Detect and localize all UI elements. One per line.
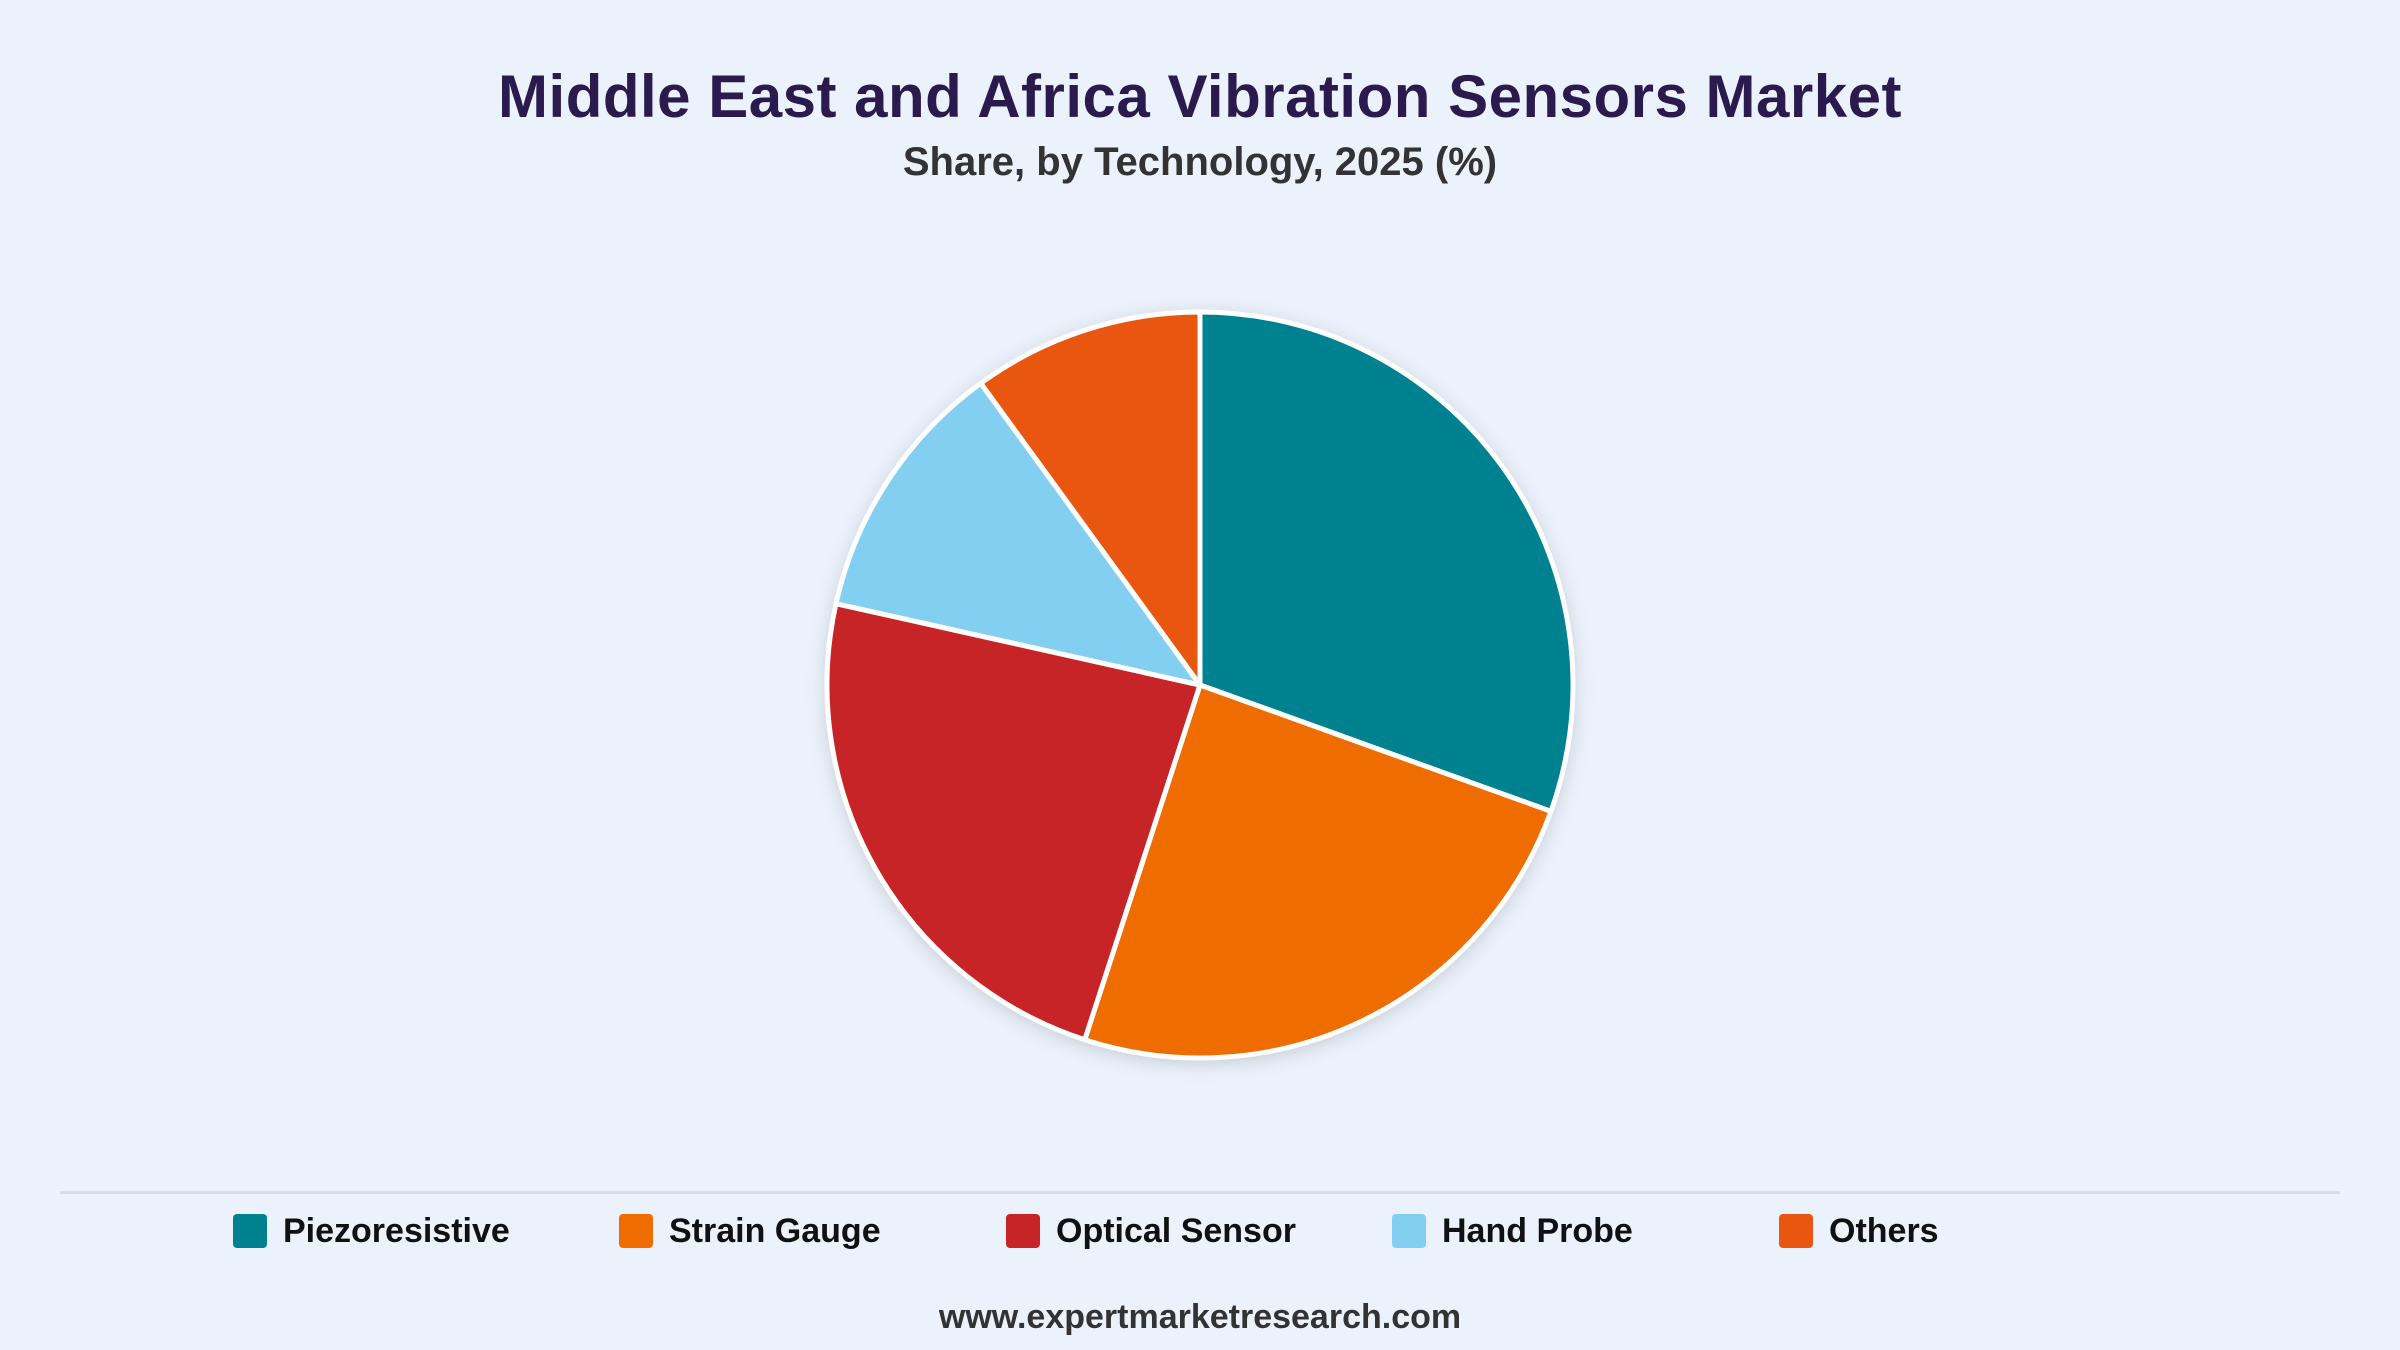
legend-swatch-hand-probe bbox=[1392, 1214, 1426, 1248]
legend-item-others[interactable]: Others bbox=[1779, 1206, 1939, 1256]
legend-swatch-strain-gauge bbox=[619, 1214, 653, 1248]
legend-swatch-optical-sensor bbox=[1006, 1214, 1040, 1248]
legend-swatch-others bbox=[1779, 1214, 1813, 1248]
legend-item-strain-gauge[interactable]: Strain Gauge bbox=[619, 1206, 881, 1256]
chart-subtitle: Share, by Technology, 2025 (%) bbox=[902, 140, 1498, 184]
legend-label: Piezoresistive bbox=[283, 1211, 510, 1250]
legend-divider bbox=[60, 1191, 2340, 1194]
legend-label: Hand Probe bbox=[1442, 1211, 1633, 1250]
chart-title: Middle East and Africa Vibration Sensors… bbox=[498, 63, 1902, 130]
pie-slice-hand-probe[interactable] bbox=[833, 380, 1203, 688]
legend-swatch-piezoresistive bbox=[233, 1214, 267, 1248]
pie-slice-optical-sensor[interactable] bbox=[824, 601, 1203, 1043]
legend-label: Strain Gauge bbox=[669, 1211, 881, 1250]
legend-item-hand-probe[interactable]: Hand Probe bbox=[1392, 1206, 1633, 1256]
legend-item-piezoresistive[interactable]: Piezoresistive bbox=[233, 1206, 510, 1256]
legend: Piezoresistive Strain Gauge Optical Sens… bbox=[0, 1206, 2400, 1256]
pie-slice-piezoresistive[interactable] bbox=[1197, 309, 1576, 814]
pie-chart bbox=[824, 309, 1576, 1061]
legend-item-optical-sensor[interactable]: Optical Sensor bbox=[1006, 1206, 1296, 1256]
pie-slices bbox=[824, 309, 1576, 1061]
legend-label: Optical Sensor bbox=[1056, 1211, 1296, 1250]
legend-label: Others bbox=[1829, 1211, 1939, 1250]
pie-slice-strain-gauge[interactable] bbox=[1082, 682, 1554, 1061]
source-url[interactable]: www.expertmarketresearch.com bbox=[938, 1298, 1462, 1336]
pie-slice-others[interactable] bbox=[978, 309, 1203, 688]
